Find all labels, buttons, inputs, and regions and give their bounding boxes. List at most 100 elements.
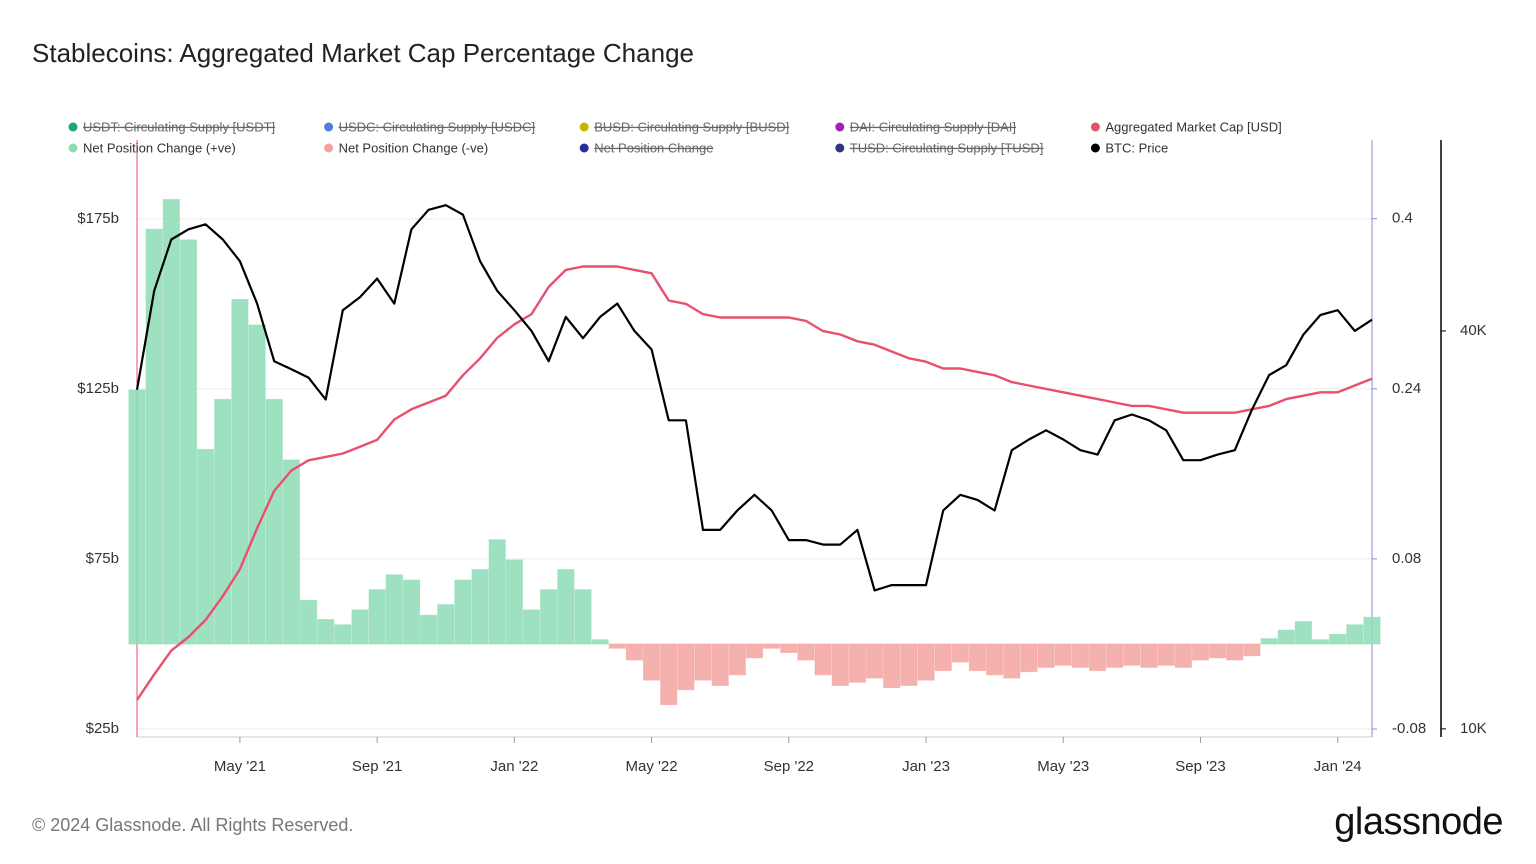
bar bbox=[591, 639, 609, 645]
legend-label[interactable]: DAI: Circulating Supply [DAI] bbox=[850, 119, 1016, 134]
legend-marker[interactable] bbox=[835, 143, 845, 153]
bar bbox=[402, 579, 421, 645]
y2-tick-label: 0.4 bbox=[1392, 210, 1413, 227]
legend-marker[interactable] bbox=[579, 143, 589, 153]
bar bbox=[797, 643, 815, 661]
legend-label[interactable]: USDC: Circulating Supply [USDC] bbox=[339, 119, 536, 134]
bar bbox=[1209, 643, 1227, 659]
copyright: © 2024 Glassnode. All Rights Reserved. bbox=[32, 815, 353, 835]
bar bbox=[317, 619, 335, 645]
bar bbox=[1329, 633, 1347, 645]
legend-label[interactable]: Aggregated Market Cap [USD] bbox=[1105, 119, 1281, 134]
y2-tick-label: -0.08 bbox=[1392, 720, 1426, 737]
bar bbox=[1106, 643, 1124, 668]
y2-tick-label: 0.08 bbox=[1392, 550, 1421, 567]
bar bbox=[1191, 643, 1210, 661]
line bbox=[135, 204, 1373, 592]
y-tick-label: $75b bbox=[86, 550, 119, 567]
chart-title: Stablecoins: Aggregated Market Cap Perce… bbox=[32, 38, 694, 68]
y-tick-label: $125b bbox=[77, 380, 119, 397]
y2-tick-label: 0.24 bbox=[1392, 380, 1421, 397]
legend-label[interactable]: Net Position Change (+ve) bbox=[83, 140, 236, 155]
bar bbox=[1020, 643, 1038, 673]
bar bbox=[265, 398, 283, 645]
bar bbox=[420, 614, 438, 645]
bar bbox=[780, 643, 798, 653]
bar bbox=[540, 589, 558, 645]
x-tick-label: May '22 bbox=[626, 758, 678, 775]
bar bbox=[282, 459, 300, 645]
bar bbox=[814, 643, 832, 676]
x-tick-label: May '21 bbox=[214, 758, 266, 775]
legend-marker[interactable] bbox=[835, 122, 845, 132]
bar bbox=[1294, 621, 1312, 645]
legend-marker[interactable] bbox=[1090, 143, 1100, 153]
logo: glassnode bbox=[1334, 801, 1503, 843]
bar bbox=[231, 298, 249, 645]
bar bbox=[883, 643, 901, 689]
y-tick-label: $25b bbox=[86, 720, 119, 737]
x-tick-label: Jan '22 bbox=[490, 758, 538, 775]
legend-label[interactable]: Net Position Change bbox=[594, 140, 713, 155]
bar bbox=[1071, 643, 1089, 668]
bar bbox=[162, 199, 180, 645]
bar bbox=[437, 604, 455, 645]
bar bbox=[711, 643, 729, 686]
bar bbox=[934, 643, 952, 672]
bar bbox=[522, 609, 541, 645]
bar bbox=[128, 389, 146, 645]
bar bbox=[865, 643, 884, 679]
bar bbox=[728, 643, 746, 676]
line bbox=[136, 265, 1373, 701]
bar bbox=[454, 579, 472, 645]
legend-marker[interactable] bbox=[579, 122, 589, 132]
bar bbox=[299, 599, 318, 645]
bar bbox=[1174, 643, 1192, 668]
bar bbox=[1260, 638, 1278, 645]
bar bbox=[1277, 629, 1295, 645]
legend-label[interactable]: TUSD: Circulating Supply [TUSD] bbox=[850, 140, 1044, 155]
bar bbox=[368, 589, 386, 645]
bar bbox=[763, 643, 781, 649]
x-tick-label: Jan '23 bbox=[902, 758, 950, 775]
bar bbox=[351, 609, 369, 645]
bar bbox=[197, 448, 215, 645]
legend-label[interactable]: BTC: Price bbox=[1105, 140, 1168, 155]
bar bbox=[625, 643, 644, 661]
bar bbox=[1003, 643, 1021, 679]
bar bbox=[900, 643, 918, 686]
bar bbox=[1123, 643, 1141, 666]
legend-marker[interactable] bbox=[68, 122, 78, 132]
bar bbox=[951, 643, 969, 663]
legend-marker[interactable] bbox=[68, 143, 78, 153]
bar bbox=[248, 324, 266, 645]
x-tick-label: Sep '22 bbox=[764, 758, 814, 775]
bar bbox=[574, 589, 592, 645]
x-tick-label: Sep '21 bbox=[352, 758, 402, 775]
bar bbox=[1363, 616, 1381, 645]
x-tick-label: May '23 bbox=[1037, 758, 1089, 775]
bar bbox=[1243, 643, 1261, 657]
bar bbox=[660, 643, 678, 706]
bar bbox=[1157, 643, 1175, 666]
bar bbox=[214, 398, 232, 645]
bar bbox=[557, 569, 575, 645]
bar bbox=[831, 643, 849, 686]
legend-label[interactable]: USDT: Circulating Supply [USDT] bbox=[83, 119, 275, 134]
legend-marker[interactable] bbox=[324, 143, 334, 153]
bar bbox=[608, 643, 626, 649]
bar bbox=[488, 539, 506, 645]
legend-label[interactable]: Net Position Change (-ve) bbox=[339, 140, 489, 155]
bar bbox=[471, 569, 489, 645]
legend-marker[interactable] bbox=[324, 122, 334, 132]
bar bbox=[1311, 639, 1330, 645]
bar bbox=[917, 643, 935, 681]
bar bbox=[1037, 643, 1055, 668]
legend-label[interactable]: BUSD: Circulating Supply [BUSD] bbox=[594, 119, 789, 134]
bar bbox=[694, 643, 712, 681]
x-tick-label: Sep '23 bbox=[1175, 758, 1225, 775]
y-tick-label: $175b bbox=[77, 210, 119, 227]
bar bbox=[1226, 643, 1244, 661]
legend-marker[interactable] bbox=[1090, 122, 1100, 132]
bar bbox=[745, 643, 764, 659]
